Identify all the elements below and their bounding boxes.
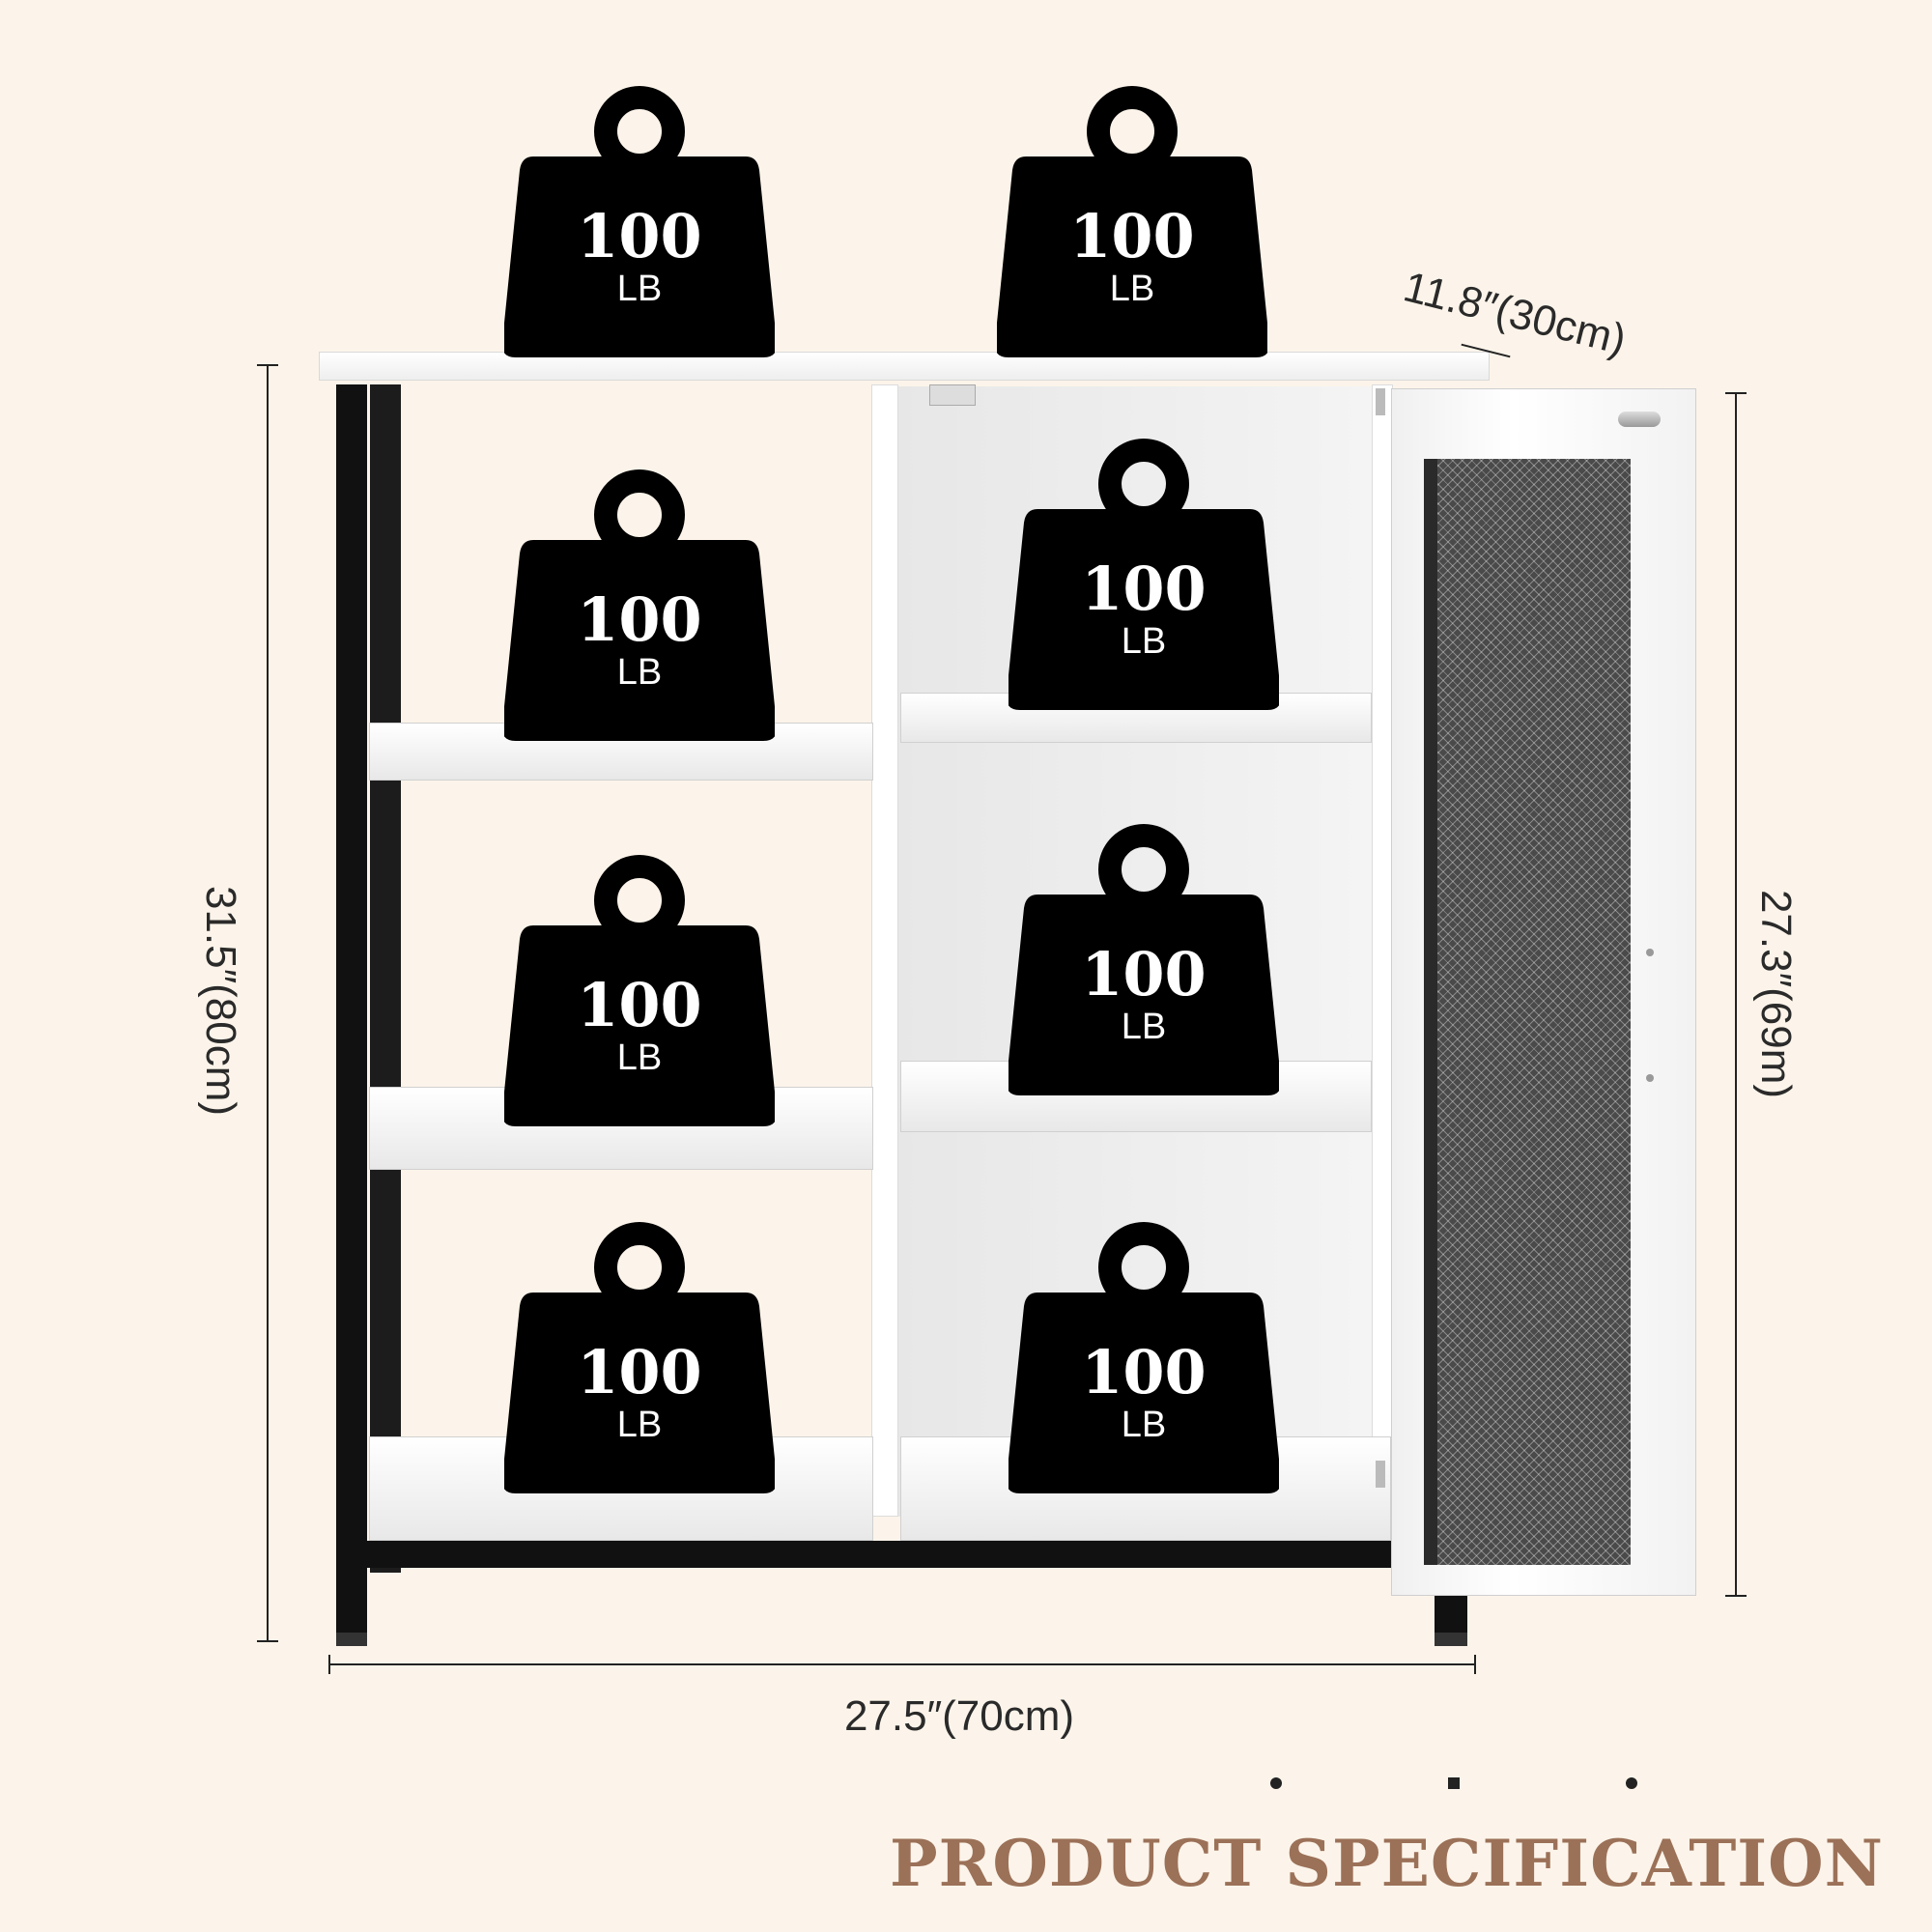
weight-value: 100 [577,970,702,1040]
weight-value: 100 [577,1337,702,1407]
weight-shape [1009,824,1279,1095]
door-hinge-top [1376,388,1385,415]
decor-dot [1270,1777,1282,1789]
weight-icon: 100 LB [504,469,794,758]
width-tick-right [1474,1655,1476,1674]
door-mesh-panel [1424,459,1631,1565]
left-front-leg [336,384,367,1645]
weight-icon: 100 LB [504,1221,794,1511]
weight-value: 100 [577,201,702,271]
weight-icon: 100 LB [997,85,1287,375]
left-back-leg [370,384,401,1573]
weight-unit: LB [616,1405,663,1445]
weight-value: 100 [1081,554,1207,624]
weight-shape [504,86,775,357]
weight-unit: LB [1109,269,1155,309]
door-hinge-bottom [1376,1461,1385,1488]
height-door-tick-top [1725,392,1747,394]
depth-label: 11.8″(30cm) [1399,263,1631,364]
right-foot-pad [1435,1633,1467,1646]
weight-shape [997,86,1267,357]
weight-unit: LB [616,269,663,309]
weight-unit: LB [1121,621,1167,662]
width-line [328,1663,1476,1665]
weight-shape [504,1222,775,1493]
height-door-line [1735,392,1737,1597]
width-tick-left [328,1655,330,1674]
weight-value: 100 [1081,939,1207,1009]
weight-icon: 100 LB [1009,1221,1298,1511]
weight-icon: 100 LB [504,854,794,1144]
product-specification-title: PRODUCT SPECIFICATION [889,1826,1884,1901]
door-handle [1618,412,1661,427]
top-board [319,352,1490,381]
weight-icon: 100 LB [1009,438,1298,727]
weight-icon: 100 LB [504,85,794,375]
center-divider [871,384,898,1517]
weight-unit: LB [616,652,663,693]
weight-unit: LB [616,1037,663,1078]
weight-icon: 100 LB [1009,823,1298,1113]
weight-unit: LB [1121,1405,1167,1445]
cabinet-shelf-2 [900,1061,1372,1132]
cabinet-right-side-panel [1372,384,1393,1534]
width-label: 27.5″(70cm) [843,1692,1075,1740]
door-pin-2 [1646,1074,1654,1082]
left-foot-pad [336,1633,367,1646]
decor-dot [1626,1777,1637,1789]
height-total-tick-bottom [257,1640,278,1642]
weight-value: 100 [1081,1337,1207,1407]
weight-value: 100 [1069,201,1195,271]
weight-shape [504,469,775,741]
door-pin-1 [1646,949,1654,956]
height-total-label: 31.5″(80cm) [197,885,244,1117]
weight-unit: LB [1121,1007,1167,1047]
weight-value: 100 [577,584,702,655]
cabinet-latch [929,384,976,406]
bottom-rail [367,1541,1439,1568]
height-door-tick-bottom [1725,1595,1747,1597]
height-door-label: 27.3″(69m) [1752,889,1800,1099]
weight-shape [1009,439,1279,710]
weight-shape [504,855,775,1126]
weight-shape [1009,1222,1279,1493]
height-total-tick-top [257,364,278,366]
height-total-line [267,364,269,1642]
decor-dot [1448,1777,1460,1789]
